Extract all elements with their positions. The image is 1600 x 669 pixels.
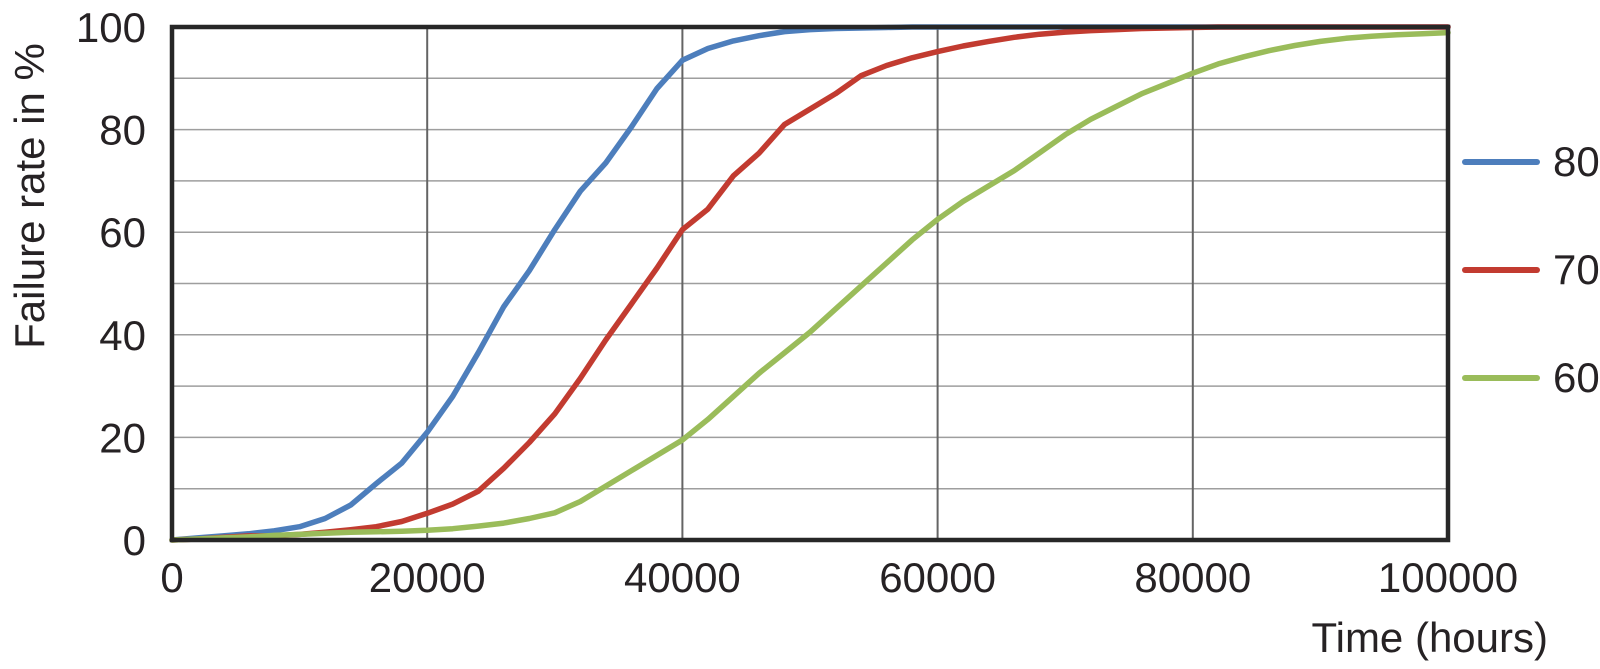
x-tick-label: 0: [160, 554, 183, 601]
x-tick-label: 40000: [624, 554, 741, 601]
y-tick-label: 40: [99, 312, 146, 359]
plot-frame: [169, 24, 1451, 543]
y-tick-label: 80: [99, 107, 146, 154]
x-tick-label: 80000: [1134, 554, 1251, 601]
legend-item-60: 60: [1462, 354, 1600, 402]
legend-line-swatch-70: [1462, 267, 1540, 273]
x-tick-label: 60000: [879, 554, 996, 601]
legend-line-swatch-60: [1462, 375, 1540, 381]
y-tick-label: 60: [99, 209, 146, 256]
y-tick-label: 100: [76, 4, 146, 51]
y-axis-title: Failure rate in %: [6, 43, 53, 349]
y-tick-label: 20: [99, 414, 146, 461]
legend-item-80: 80: [1462, 138, 1600, 186]
x-axis-title: Time (hours): [1311, 614, 1548, 661]
legend-line-swatch-80: [1462, 159, 1540, 165]
series-line-60: [169, 29, 1451, 543]
legend-label-80: 80: [1553, 138, 1600, 185]
x-tick-label: 100000: [1378, 554, 1518, 601]
x-tick-label: 20000: [369, 554, 486, 601]
legend-label-70: 70: [1553, 246, 1600, 293]
y-tick-label: 0: [123, 517, 146, 564]
legend: 80 70 60: [1462, 0, 1600, 440]
legend-item-70: 70: [1462, 246, 1600, 294]
legend-label-60: 60: [1553, 354, 1600, 401]
